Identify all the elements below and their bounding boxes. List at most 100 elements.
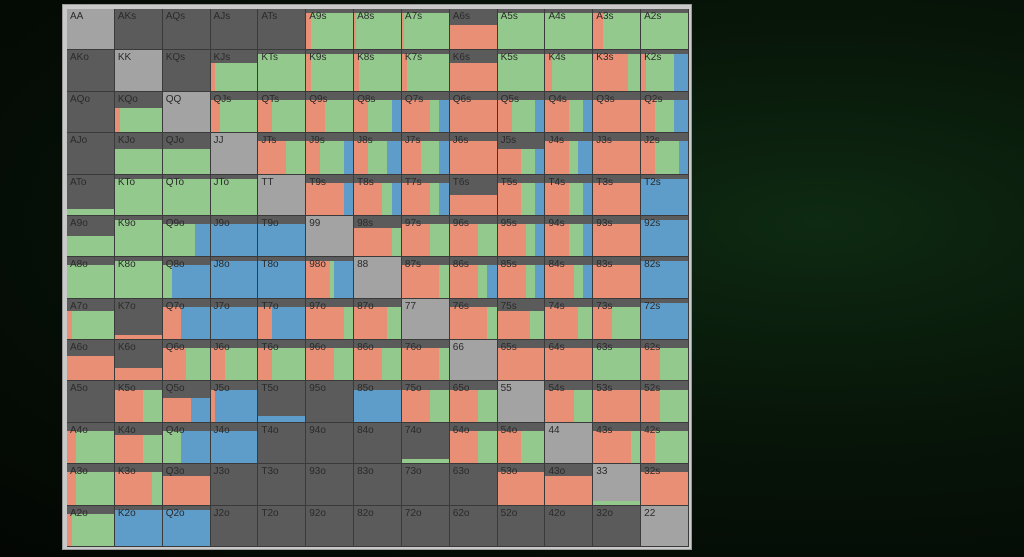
hand-cell-95o[interactable]: 95o xyxy=(306,381,355,423)
hand-cell-t7s[interactable]: T7s xyxy=(401,174,450,216)
hand-cell-87o[interactable]: 87o xyxy=(354,298,402,341)
hand-cell-ats[interactable]: ATs xyxy=(258,9,307,51)
hand-cell-k2s[interactable]: K2s xyxy=(641,50,689,92)
hand-cell-j2s[interactable]: J2s xyxy=(641,133,689,175)
hand-cell-97o[interactable]: 97o xyxy=(306,298,355,341)
hand-cell-53s[interactable]: 53s xyxy=(593,381,642,423)
hand-cell-j2o[interactable]: J2o xyxy=(210,505,259,547)
hand-cell-72o[interactable]: 72o xyxy=(401,505,450,547)
hand-cell-83o[interactable]: 83o xyxy=(354,464,402,506)
hand-cell-92s[interactable]: 92s xyxy=(641,215,689,258)
hand-cell-32s[interactable]: 32s xyxy=(641,464,689,506)
hand-cell-52s[interactable]: 52s xyxy=(641,381,689,423)
hand-cell-92o[interactable]: 92o xyxy=(306,505,355,547)
hand-cell-98o[interactable]: 98o xyxy=(306,257,355,299)
hand-cell-aa[interactable]: AA xyxy=(67,9,115,51)
hand-cell-42s[interactable]: 42s xyxy=(641,422,689,465)
hand-cell-k4s[interactable]: K4s xyxy=(545,50,594,92)
hand-cell-q3s[interactable]: Q3s xyxy=(593,91,642,134)
hand-cell-q9o[interactable]: Q9o xyxy=(162,215,211,258)
hand-cell-jto[interactable]: JTo xyxy=(210,174,259,216)
hand-cell-j9o[interactable]: J9o xyxy=(210,215,259,258)
hand-cell-63o[interactable]: 63o xyxy=(449,464,498,506)
hand-cell-75o[interactable]: 75o xyxy=(401,381,450,423)
hand-cell-j4s[interactable]: J4s xyxy=(545,133,594,175)
hand-cell-q4s[interactable]: Q4s xyxy=(545,91,594,134)
hand-cell-k3o[interactable]: K3o xyxy=(114,464,163,506)
hand-cell-83s[interactable]: 83s xyxy=(593,257,642,299)
hand-cell-65o[interactable]: 65o xyxy=(449,381,498,423)
hand-cell-q2s[interactable]: Q2s xyxy=(641,91,689,134)
hand-cell-t4s[interactable]: T4s xyxy=(545,174,594,216)
hand-cell-t5o[interactable]: T5o xyxy=(258,381,307,423)
hand-cell-j5s[interactable]: J5s xyxy=(497,133,546,175)
hand-cell-a3s[interactable]: A3s xyxy=(593,9,642,51)
hand-cell-88[interactable]: 88 xyxy=(354,257,402,299)
hand-cell-a3o[interactable]: A3o xyxy=(67,464,115,506)
hand-cell-k3s[interactable]: K3s xyxy=(593,50,642,92)
hand-cell-t9s[interactable]: T9s xyxy=(306,174,355,216)
hand-cell-97s[interactable]: 97s xyxy=(401,215,450,258)
hand-cell-a9s[interactable]: A9s xyxy=(306,9,355,51)
hand-cell-kqs[interactable]: KQs xyxy=(162,50,211,92)
hand-cell-96s[interactable]: 96s xyxy=(449,215,498,258)
hand-cell-a4s[interactable]: A4s xyxy=(545,9,594,51)
hand-cell-74s[interactable]: 74s xyxy=(545,298,594,341)
hand-cell-96o[interactable]: 96o xyxy=(306,340,355,382)
hand-cell-84o[interactable]: 84o xyxy=(354,422,402,465)
hand-cell-a5o[interactable]: A5o xyxy=(67,381,115,423)
hand-cell-99[interactable]: 99 xyxy=(306,215,355,258)
hand-cell-qq[interactable]: QQ xyxy=(162,91,211,134)
hand-cell-t3s[interactable]: T3s xyxy=(593,174,642,216)
hand-cell-kts[interactable]: KTs xyxy=(258,50,307,92)
hand-cell-64s[interactable]: 64s xyxy=(545,340,594,382)
hand-cell-76o[interactable]: 76o xyxy=(401,340,450,382)
hand-cell-k5s[interactable]: K5s xyxy=(497,50,546,92)
hand-cell-qto[interactable]: QTo xyxy=(162,174,211,216)
hand-cell-aqs[interactable]: AQs xyxy=(162,9,211,51)
hand-cell-a2o[interactable]: A2o xyxy=(67,505,115,547)
hand-cell-t6s[interactable]: T6s xyxy=(449,174,498,216)
hand-cell-72s[interactable]: 72s xyxy=(641,298,689,341)
hand-cell-q6s[interactable]: Q6s xyxy=(449,91,498,134)
hand-cell-j6s[interactable]: J6s xyxy=(449,133,498,175)
hand-cell-55[interactable]: 55 xyxy=(497,381,546,423)
hand-cell-62s[interactable]: 62s xyxy=(641,340,689,382)
hand-cell-q5s[interactable]: Q5s xyxy=(497,91,546,134)
hand-cell-t8s[interactable]: T8s xyxy=(354,174,402,216)
hand-cell-k2o[interactable]: K2o xyxy=(114,505,163,547)
hand-cell-ako[interactable]: AKo xyxy=(67,50,115,92)
hand-cell-a8o[interactable]: A8o xyxy=(67,257,115,299)
hand-cell-t3o[interactable]: T3o xyxy=(258,464,307,506)
hand-cell-95s[interactable]: 95s xyxy=(497,215,546,258)
hand-cell-a8s[interactable]: A8s xyxy=(354,9,402,51)
hand-cell-93o[interactable]: 93o xyxy=(306,464,355,506)
hand-cell-62o[interactable]: 62o xyxy=(449,505,498,547)
hand-cell-82s[interactable]: 82s xyxy=(641,257,689,299)
hand-cell-54s[interactable]: 54s xyxy=(545,381,594,423)
hand-cell-q7o[interactable]: Q7o xyxy=(162,298,211,341)
hand-cell-k6s[interactable]: K6s xyxy=(449,50,498,92)
hand-cell-qjo[interactable]: QJo xyxy=(162,133,211,175)
hand-cell-a7s[interactable]: A7s xyxy=(401,9,450,51)
hand-cell-j8s[interactable]: J8s xyxy=(354,133,402,175)
hand-cell-tt[interactable]: TT xyxy=(258,174,307,216)
hand-cell-j5o[interactable]: J5o xyxy=(210,381,259,423)
hand-cell-j9s[interactable]: J9s xyxy=(306,133,355,175)
hand-cell-k9s[interactable]: K9s xyxy=(306,50,355,92)
hand-cell-65s[interactable]: 65s xyxy=(497,340,546,382)
hand-cell-t7o[interactable]: T7o xyxy=(258,298,307,341)
hand-cell-jj[interactable]: JJ xyxy=(210,133,259,175)
hand-cell-q9s[interactable]: Q9s xyxy=(306,91,355,134)
hand-cell-q4o[interactable]: Q4o xyxy=(162,422,211,465)
hand-cell-t8o[interactable]: T8o xyxy=(258,257,307,299)
hand-cell-kjo[interactable]: KJo xyxy=(114,133,163,175)
hand-cell-54o[interactable]: 54o xyxy=(497,422,546,465)
hand-cell-t9o[interactable]: T9o xyxy=(258,215,307,258)
hand-cell-85s[interactable]: 85s xyxy=(497,257,546,299)
hand-cell-ato[interactable]: ATo xyxy=(67,174,115,216)
hand-cell-t5s[interactable]: T5s xyxy=(497,174,546,216)
hand-cell-t2s[interactable]: T2s xyxy=(641,174,689,216)
hand-cell-t4o[interactable]: T4o xyxy=(258,422,307,465)
hand-cell-93s[interactable]: 93s xyxy=(593,215,642,258)
